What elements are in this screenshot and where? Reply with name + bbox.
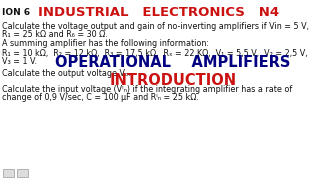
Text: change of 0,9 V/sec, C = 100 μF and Rᴵₙ = 25 kΩ.: change of 0,9 V/sec, C = 100 μF and Rᴵₙ … <box>2 93 199 102</box>
Text: A summing amplifier has the following information:: A summing amplifier has the following in… <box>2 39 209 48</box>
Bar <box>17 169 28 177</box>
Text: INDUSTRIAL   ELECTRONICS   N4: INDUSTRIAL ELECTRONICS N4 <box>38 6 279 19</box>
Text: R₁ = 10 kΩ,  R₂ = 12 kΩ,  R₃ = 17,5 kΩ,  Rₓ = 22 KΩ,  V₁ = 5,5 V,  V₂ = 2,5 V,: R₁ = 10 kΩ, R₂ = 12 kΩ, R₃ = 17,5 kΩ, Rₓ… <box>2 49 308 58</box>
Text: Calculate the voltage output and gain of no-inverting amplifiers if Vin = 5 V,: Calculate the voltage output and gain of… <box>2 22 309 31</box>
Text: V₃ = 1 V.: V₃ = 1 V. <box>2 57 37 66</box>
Text: OPERATIONAL    AMPLIFIERS: OPERATIONAL AMPLIFIERS <box>55 55 290 70</box>
Bar <box>3 169 14 177</box>
Text: Calculate the output voltage Vₒ.: Calculate the output voltage Vₒ. <box>2 69 131 78</box>
Text: ION 6: ION 6 <box>2 8 30 17</box>
Text: INTRODUCTION: INTRODUCTION <box>110 73 237 88</box>
Text: Calculate the input voltage (Vᴵₙ) if the integrating amplifier has a rate of: Calculate the input voltage (Vᴵₙ) if the… <box>2 85 292 94</box>
Text: R₁ = 25 kΩ and R₆ = 30 Ω.: R₁ = 25 kΩ and R₆ = 30 Ω. <box>2 30 108 39</box>
